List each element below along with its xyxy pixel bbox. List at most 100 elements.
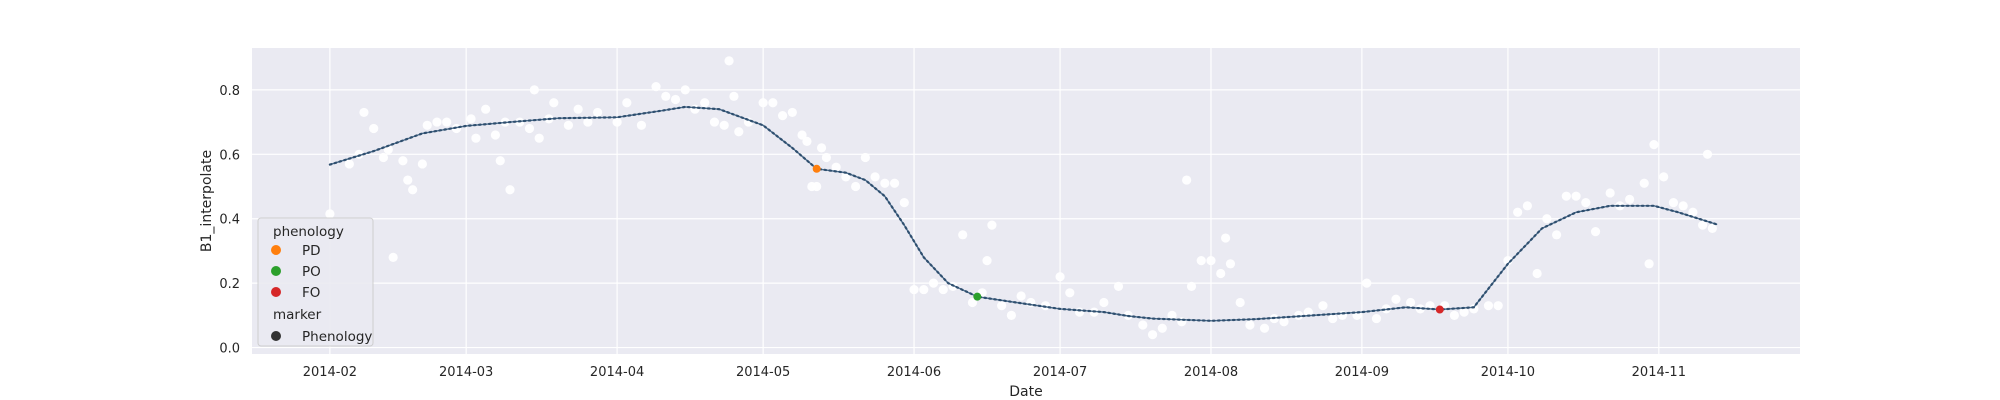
observation-point (1337, 310, 1348, 320)
observation-point (1469, 304, 1479, 314)
observation-point (1167, 310, 1177, 320)
observation-point (583, 117, 593, 127)
legend-label-fo: FO (302, 285, 320, 301)
phenology-point-pd (812, 164, 821, 173)
x-axis-ticks: 2014-02 2014-03 2014-04 2014-05 2014-06 2014-… (303, 365, 1686, 380)
observation-point (1449, 310, 1459, 320)
observation-point (1196, 255, 1206, 266)
observation-point (816, 143, 827, 153)
observation-point (1678, 201, 1688, 211)
observation-point (1016, 291, 1026, 301)
x-tick-label: 2014-07 (1033, 365, 1087, 380)
observation-point (481, 104, 491, 114)
observation-point (1186, 281, 1197, 291)
observation-point (1065, 288, 1075, 298)
observation-point (524, 123, 535, 134)
observation-point (1147, 330, 1158, 340)
observation-point (1659, 172, 1669, 182)
observation-point (495, 156, 505, 166)
observation-point (987, 220, 997, 230)
y-axis-label: B1_interpolate (199, 150, 215, 252)
observation-point (369, 123, 379, 134)
observation-point (919, 284, 929, 295)
observation-point (1702, 149, 1713, 159)
observation-point (1099, 297, 1109, 308)
phenology-point-po (973, 292, 982, 301)
observation-point (851, 181, 861, 192)
observation-point (622, 98, 632, 108)
observation-point (490, 130, 500, 140)
observation-point (398, 156, 408, 166)
observation-point (563, 120, 574, 130)
observation-point (1259, 323, 1270, 333)
observation-point (870, 172, 880, 182)
legend-frame (257, 217, 374, 347)
observation-point (1113, 281, 1124, 291)
observation-point (388, 252, 398, 262)
observation-point (958, 230, 968, 240)
observation-point (1561, 191, 1571, 201)
observation-point (1503, 255, 1513, 266)
observation-point (812, 181, 822, 192)
observation-point (860, 152, 870, 163)
legend-label-po: PO (302, 264, 321, 280)
observation-point (1688, 207, 1698, 217)
observation-point (1206, 255, 1216, 266)
x-tick-label: 2014-02 (303, 365, 357, 380)
observation-point (778, 111, 788, 121)
observation-point (1707, 223, 1717, 233)
observation-point (768, 98, 778, 108)
observation-point (1157, 323, 1167, 333)
x-tick-label: 2014-04 (590, 365, 644, 380)
observation-point (529, 85, 539, 95)
legend-marker-phenology (271, 331, 281, 341)
observation-point (997, 301, 1007, 311)
observation-point (899, 198, 909, 208)
observation-point (549, 98, 559, 108)
observation-point (417, 159, 427, 169)
observation-point (1371, 313, 1382, 324)
x-tick-label: 2014-10 (1481, 365, 1535, 380)
plot-background (252, 48, 1800, 354)
observation-point (889, 178, 900, 188)
observation-point (909, 284, 919, 295)
observation-point (1513, 207, 1523, 217)
legend-hue-title: phenology (273, 224, 344, 240)
observation-point (1328, 313, 1338, 324)
y-tick-label: 0.2 (219, 277, 240, 292)
observation-point (1055, 272, 1065, 282)
observation-point (729, 91, 739, 101)
y-tick-label: 0.8 (219, 84, 240, 99)
observation-point (1625, 194, 1635, 204)
phenology-points (812, 164, 1444, 314)
x-tick-label: 2014-05 (736, 365, 790, 380)
observation-point (1542, 214, 1552, 224)
y-tick-label: 0.6 (219, 148, 240, 163)
observation-point (1279, 317, 1289, 327)
observation-point (1639, 178, 1649, 188)
legend-marker-po (271, 266, 281, 276)
observation-point (408, 185, 418, 195)
observation-point (1522, 201, 1532, 211)
observation-point (734, 127, 744, 137)
observation-point (928, 278, 939, 288)
observation-point (670, 94, 681, 105)
observation-point (1552, 230, 1562, 240)
observation-point (724, 56, 734, 66)
observation-point (466, 114, 476, 124)
observation-point (651, 82, 661, 92)
observation-point (1138, 320, 1148, 330)
observation-point (505, 185, 515, 195)
x-axis-label: Date (1009, 384, 1042, 400)
observation-point (1318, 301, 1328, 311)
observation-point (442, 117, 452, 127)
observation-point (1493, 301, 1503, 311)
observation-point (359, 107, 369, 118)
observation-point (325, 209, 335, 219)
observation-point (1649, 140, 1659, 150)
observation-point (841, 172, 851, 182)
observation-point (1571, 191, 1581, 201)
observation-point (700, 98, 710, 108)
legend-style-title: marker (273, 307, 322, 323)
grid (252, 48, 1800, 354)
